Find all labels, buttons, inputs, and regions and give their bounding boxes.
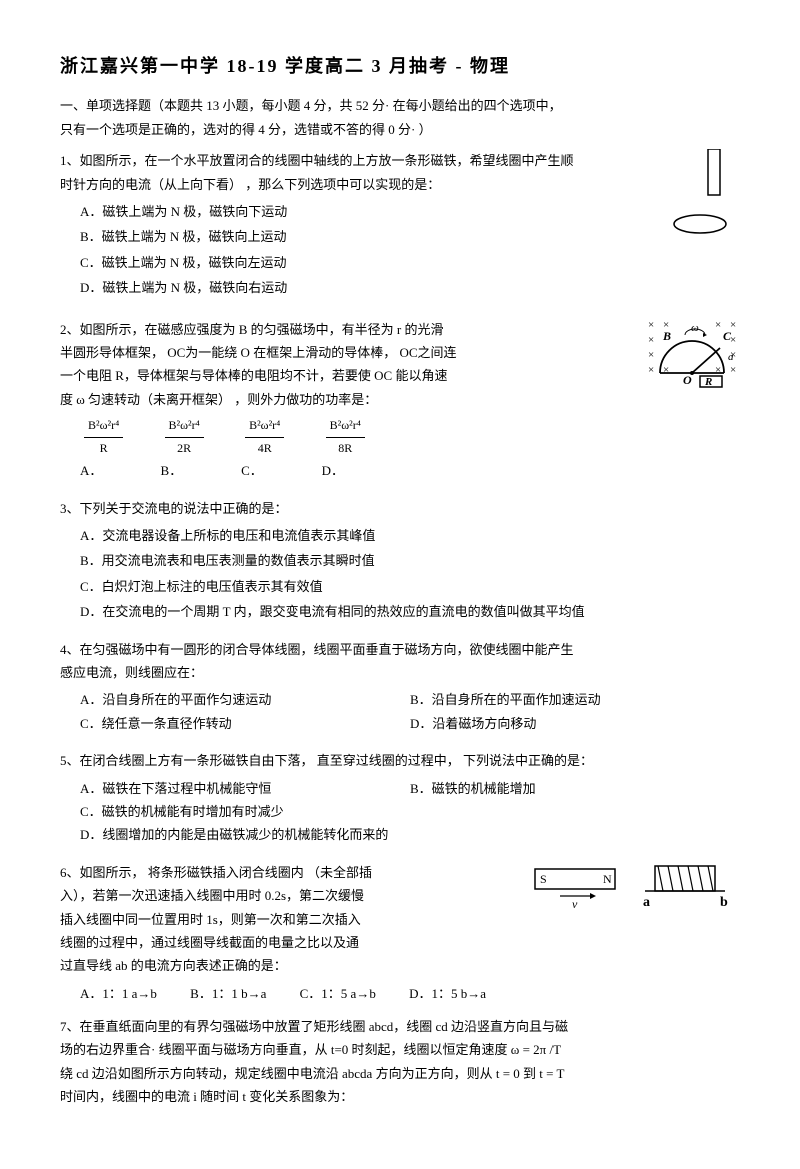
svg-text:×: × <box>648 319 654 331</box>
q6-figure: S N v a b <box>530 861 730 921</box>
question-1: 1、如图所示，在一个水平放置闭合的线圈中轴线的上方放一条形磁铁，希望线圈中产生顺… <box>60 149 740 299</box>
instr-l2: 只有一个选项是正确的，选对的得 4 分，选错或不答的得 0 分· ） <box>60 118 740 141</box>
fig2-c-label: C <box>723 329 732 343</box>
svg-text:×: × <box>730 364 736 376</box>
q6-l4: 线圈的过程中，通过线圈导线截面的电量之比以及通 <box>60 931 740 954</box>
q4-opt-c: C．绕任意一条直径作转动 <box>80 712 410 735</box>
question-7: 7、在垂直纸面向里的有界匀强磁场中放置了矩形线圈 abcd，线圈 cd 边沿竖直… <box>60 1015 740 1109</box>
fig6-b: b <box>720 895 728 910</box>
q5-stem: 5、在闭合线圈上方有一条形磁铁自由下落， 直至穿过线圈的过程中， 下列说法中正确… <box>60 749 740 772</box>
fig6-v: v <box>572 897 578 911</box>
svg-text:×: × <box>648 364 654 376</box>
q5-opt-c: C．磁铁的机械能有时增加有时减少 <box>80 800 410 823</box>
q4-text: 4、在匀强磁场中有一圆形的闭合导体线圈，线圈平面垂直于磁场方向，欲使线圈中能产生… <box>60 638 740 685</box>
question-3: 3、下列关于交流电的说法中正确的是： A．交流电器设备上所标的电压和电流值表示其… <box>60 497 740 624</box>
fig2-r-label: R <box>704 376 712 388</box>
question-5: 5、在闭合线圈上方有一条形磁铁自由下落， 直至穿过线圈的过程中， 下列说法中正确… <box>60 749 740 847</box>
q6-opt-a: A．1：1 a→b <box>80 982 157 1005</box>
fig6-s: S <box>540 872 547 886</box>
q3-opt-a: A．交流电器设备上所标的电压和电流值表示其峰值 <box>80 524 740 547</box>
q6-opt-d: D．1：5 b→a <box>409 982 486 1005</box>
instructions: 一、单项选择题（本题共 13 小题，每小题 4 分，共 52 分· 在每小题给出… <box>60 94 740 141</box>
page-title: 浙江嘉兴第一中学 18-19 学度高二 3 月抽考 - 物理 <box>60 50 740 82</box>
q2-l1: 2、如图所示，在磁感应强度为 B 的匀强磁场中，有半径为 r 的光滑 <box>60 318 740 341</box>
q2-opt-c: B²ω²r⁴4R C． <box>241 415 288 483</box>
q3-options: A．交流电器设备上所标的电压和电流值表示其峰值 B．用交流电流表和电压表测量的数… <box>60 524 740 624</box>
q3-stem: 3、下列关于交流电的说法中正确的是： <box>60 497 740 520</box>
svg-text:×: × <box>663 364 669 376</box>
q4-options: A．沿自身所在的平面作匀速运动 B．沿自身所在的平面作加速运动 C．绕任意一条直… <box>60 688 740 735</box>
svg-text:×: × <box>648 334 654 346</box>
q5-opt-d: D．线圈增加的内能是由磁铁减少的机械能转化而来的 <box>80 823 410 846</box>
q6-options: A．1：1 a→b B．1：1 b→a C．1：5 a→b D．1：5 b→a <box>60 982 740 1005</box>
q4-opt-a: A．沿自身所在的平面作匀速运动 <box>80 688 410 711</box>
q2-l3: 一个电阻 R，导体框架与导体棒的电阻均不计，若要使 OC 能以角速 <box>60 364 740 387</box>
q2-opt-a: B²ω²r⁴R A． <box>80 415 127 483</box>
q1-options: A．磁铁上端为 N 极，磁铁向下运动 B．磁铁上端为 N 极，磁铁向上运动 C．… <box>60 200 740 300</box>
q7-l1: 7、在垂直纸面向里的有界匀强磁场中放置了矩形线圈 abcd，线圈 cd 边沿竖直… <box>60 1015 740 1038</box>
q1-figure <box>670 149 730 229</box>
q2-l2: 半圆形导体框架， OC为一能绕 O 在框架上滑动的导体棒， OC之间连 <box>60 341 740 364</box>
fig6-a: a <box>643 895 650 910</box>
q2-l4: 度 ω 匀速转动（未离开框架） ，则外力做功的功率是： <box>60 388 740 411</box>
q2-text: 2、如图所示，在磁感应强度为 B 的匀强磁场中，有半径为 r 的光滑 半圆形导体… <box>60 318 740 412</box>
q1-text: 1、如图所示，在一个水平放置闭合的线圈中轴线的上方放一条形磁铁，希望线圈中产生顺… <box>60 149 740 196</box>
q3-opt-d: D．在交流电的一个周期 T 内，跟交变电流有相同的热效应的直流电的数值叫做其平均… <box>80 600 740 623</box>
q4-l1: 4、在匀强磁场中有一圆形的闭合导体线圈，线圈平面垂直于磁场方向，欲使线圈中能产生 <box>60 638 740 661</box>
q4-l2: 感应电流，则线圈应在： <box>60 661 740 684</box>
svg-text:×: × <box>715 364 721 376</box>
q6-opt-b: B．1：1 b→a <box>190 982 266 1005</box>
q7-text: 7、在垂直纸面向里的有界匀强磁场中放置了矩形线圈 abcd，线圈 cd 边沿竖直… <box>60 1015 740 1109</box>
svg-text:×: × <box>648 349 654 361</box>
instr-l1: 一、单项选择题（本题共 13 小题，每小题 4 分，共 52 分· 在每小题给出… <box>60 94 740 117</box>
q5-opt-a: A．磁铁在下落过程中机械能守恒 <box>80 777 410 800</box>
q2-figure: ×××× ×× ×× ×××× B C O R a ω <box>645 318 740 398</box>
question-6: 6、如图所示， 将条形磁铁插入闭合线圈内 （未全部插 入），若第一次迅速插入线圈… <box>60 861 740 1005</box>
q1-opt-b: B．磁铁上端为 N 极，磁铁向上运动 <box>80 225 740 248</box>
q7-l4: 时间内，线圈中的电流 i 随时间 t 变化关系图象为： <box>60 1085 740 1108</box>
fig2-b-label: B <box>662 329 671 343</box>
svg-text:×: × <box>715 319 721 331</box>
q6-opt-c: C．1：5 a→b <box>300 982 376 1005</box>
q5-options: A．磁铁在下落过程中机械能守恒 B．磁铁的机械能增加 C．磁铁的机械能有时增加有… <box>60 777 740 847</box>
q2-opt-b: B²ω²r⁴2R B． <box>161 415 208 483</box>
fig6-n: N <box>603 872 612 886</box>
q1-l2: 时针方向的电流（从上向下看） ，那么下列选项中可以实现的是： <box>60 173 740 196</box>
q5-opt-b: B．磁铁的机械能增加 <box>410 777 740 800</box>
q7-l2: 场的右边界重合· 线圈平面与磁场方向垂直，从 t=0 时刻起，线圈以恒定角速度 … <box>60 1038 740 1061</box>
q4-opt-b: B．沿自身所在的平面作加速运动 <box>410 688 740 711</box>
q1-l1: 1、如图所示，在一个水平放置闭合的线圈中轴线的上方放一条形磁铁，希望线圈中产生顺 <box>60 149 740 172</box>
q6-l5: 过直导线 ab 的电流方向表述正确的是： <box>60 954 740 977</box>
fig2-a-label: a <box>728 351 734 363</box>
q4-opt-d: D．沿着磁场方向移动 <box>410 712 740 735</box>
fig2-w-label: ω <box>691 322 699 334</box>
q2-options: B²ω²r⁴R A． B²ω²r⁴2R B． B²ω²r⁴4R C． B²ω²r… <box>60 415 740 483</box>
q1-opt-c: C．磁铁上端为 N 极，磁铁向左运动 <box>80 251 740 274</box>
fig2-o-label: O <box>683 373 692 387</box>
question-2: 2、如图所示，在磁感应强度为 B 的匀强磁场中，有半径为 r 的光滑 半圆形导体… <box>60 318 740 483</box>
q3-opt-b: B．用交流电流表和电压表测量的数值表示其瞬时值 <box>80 549 740 572</box>
q1-opt-a: A．磁铁上端为 N 极，磁铁向下运动 <box>80 200 740 223</box>
q2-opt-d: B²ω²r⁴8R D． <box>322 415 369 483</box>
q7-l3: 绕 cd 边沿如图所示方向转动，规定线圈中电流沿 abcda 方向为正方向，则从… <box>60 1062 740 1085</box>
q1-opt-d: D．磁铁上端为 N 极，磁铁向右运动 <box>80 276 740 299</box>
question-4: 4、在匀强磁场中有一圆形的闭合导体线圈，线圈平面垂直于磁场方向，欲使线圈中能产生… <box>60 638 740 736</box>
q3-opt-c: C．白炽灯泡上标注的电压值表示其有效值 <box>80 575 740 598</box>
